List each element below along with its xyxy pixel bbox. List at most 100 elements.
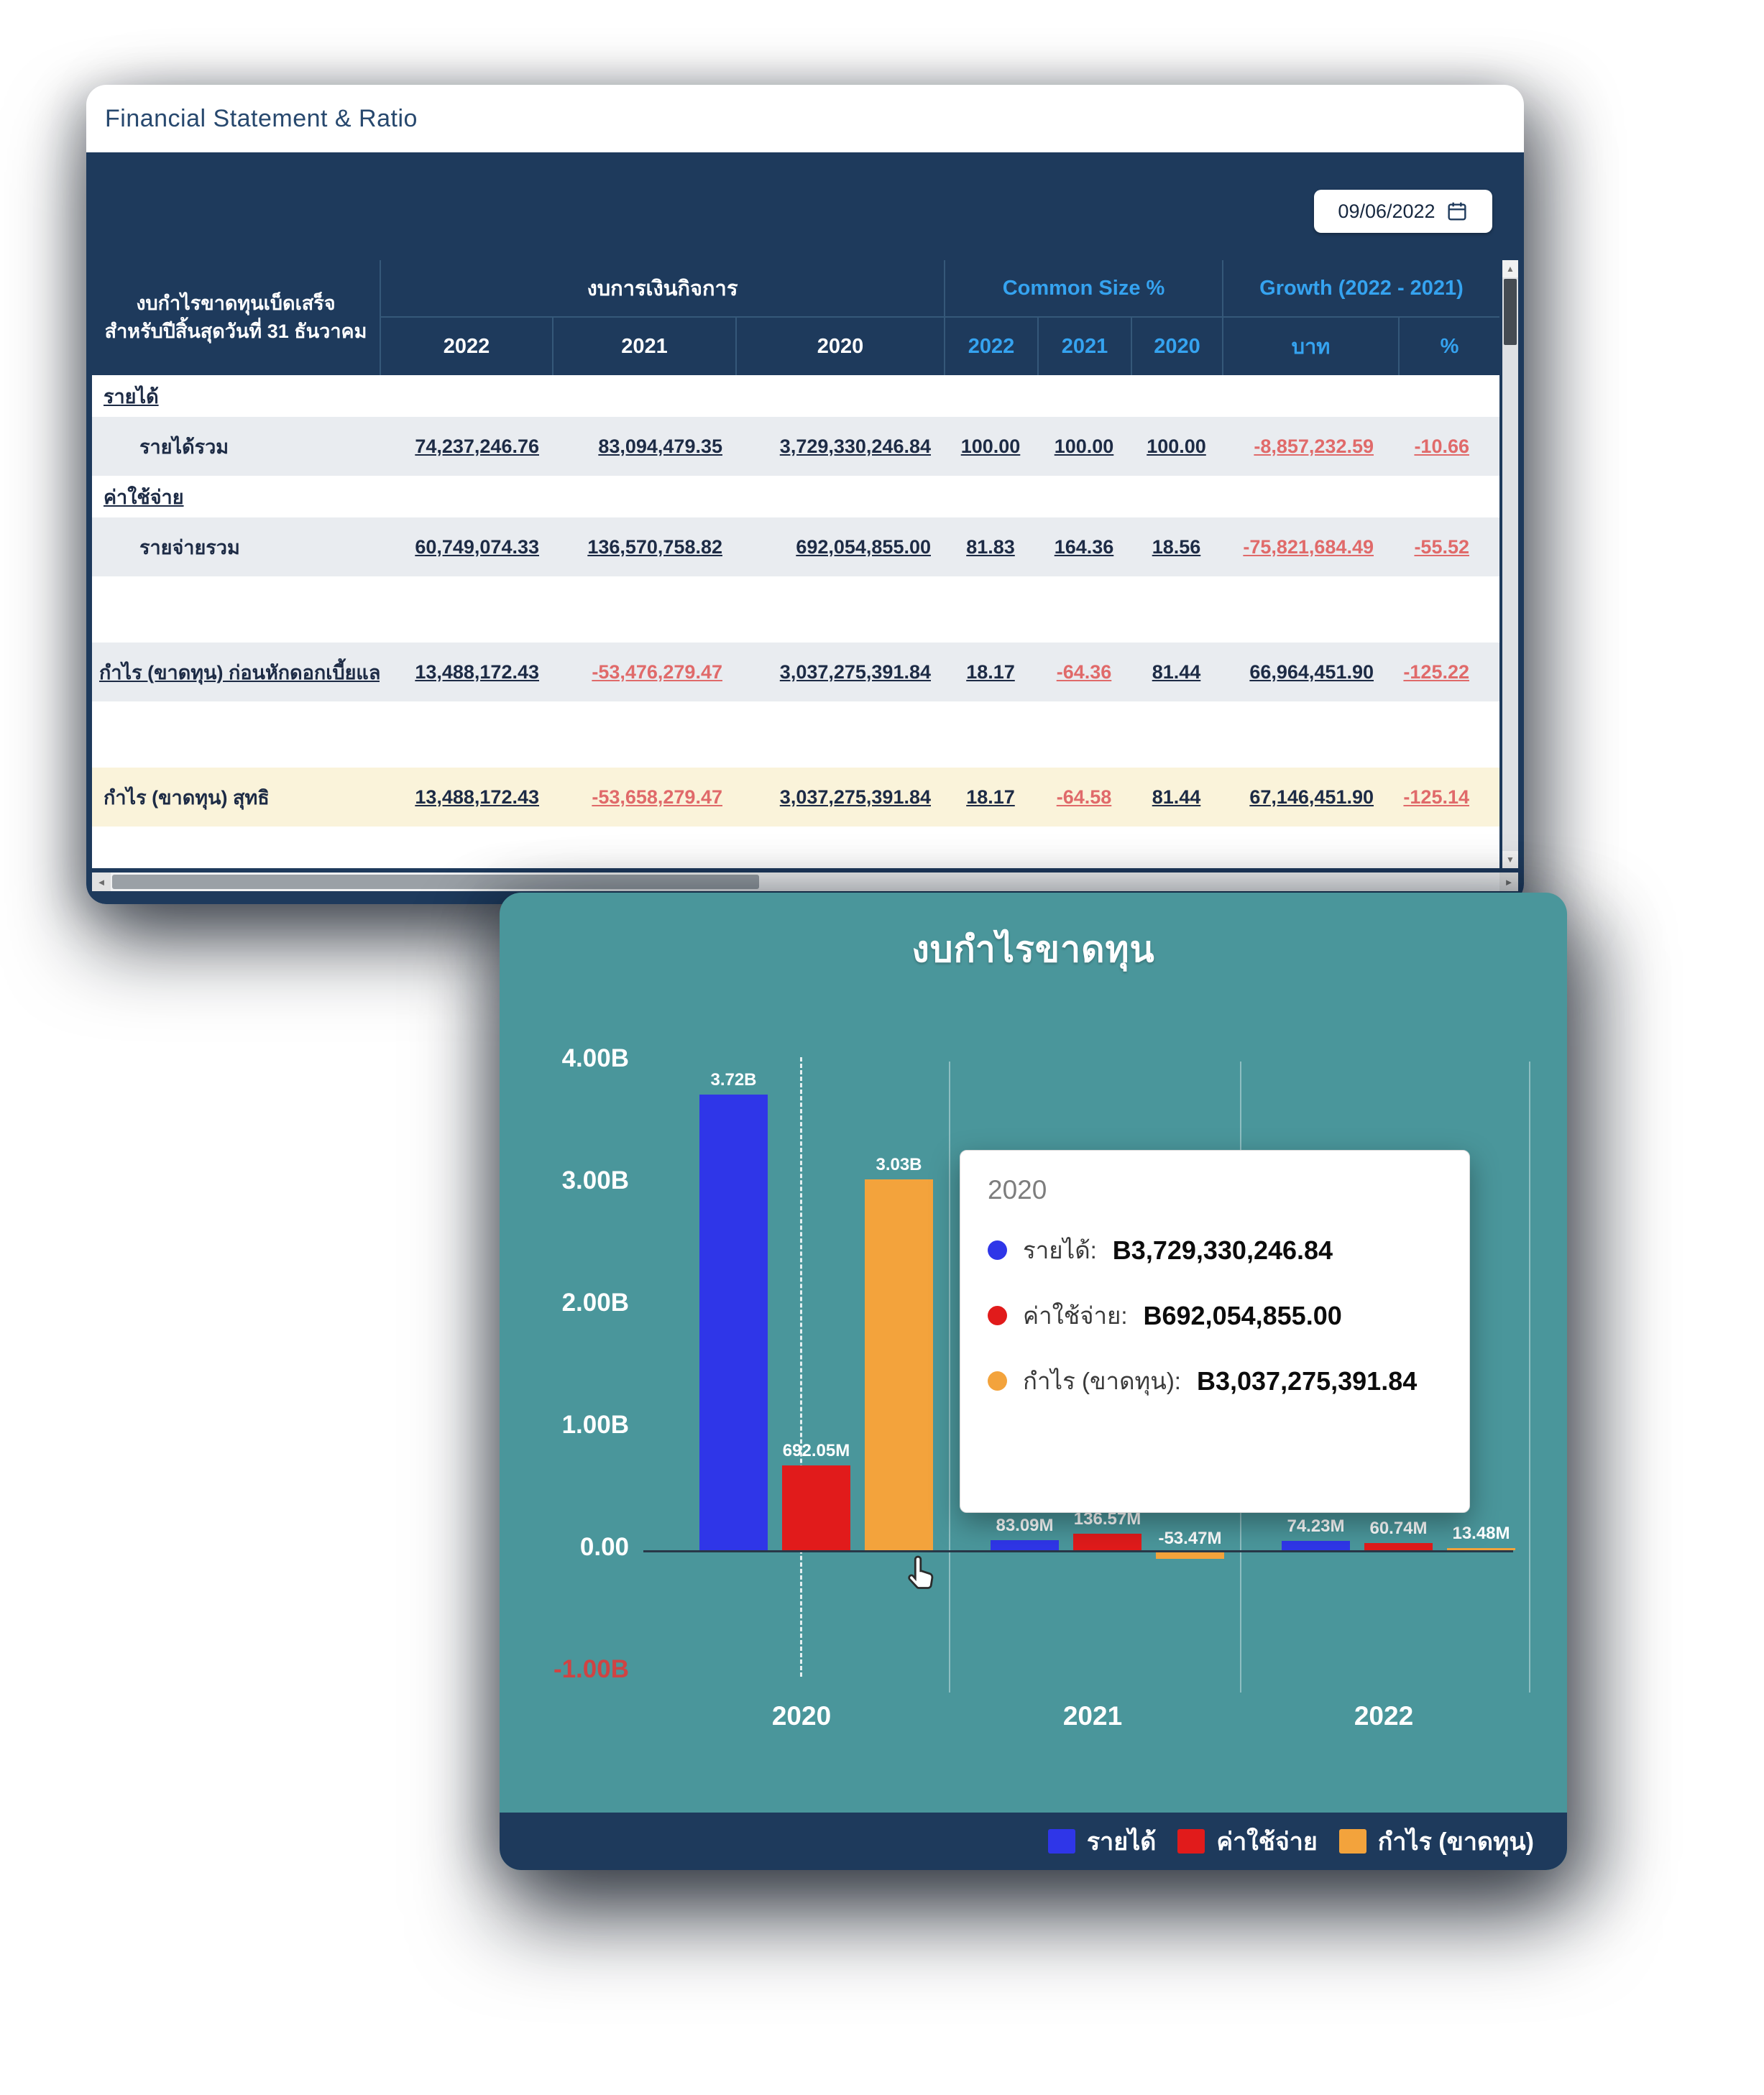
value-link[interactable]: -64.36 — [1056, 660, 1112, 683]
group-header-common-size: Common Size % — [944, 260, 1222, 318]
table-cell: -64.36 — [1037, 643, 1131, 701]
tooltip-value: B3,037,275,391.84 — [1196, 1366, 1418, 1396]
table-cell: 100.00 — [1131, 417, 1222, 476]
vertical-scrollbar[interactable]: ▲ ▼ — [1502, 260, 1518, 868]
table-cell — [944, 375, 1037, 417]
bar-value-label: 74.23M — [1287, 1516, 1345, 1536]
tooltip-label: กำไร (ขาดทุน): — [1023, 1368, 1181, 1394]
row-label — [92, 701, 380, 768]
value-link[interactable]: 18.56 — [1152, 535, 1201, 558]
table-cell: 100.00 — [1037, 417, 1131, 476]
value-link[interactable]: -53,476,279.47 — [592, 660, 722, 683]
table-cell — [944, 576, 1037, 643]
bar-2021-series0[interactable] — [991, 1540, 1059, 1550]
table-cell: 13,488,172.43 — [380, 643, 552, 701]
scroll-up-icon[interactable]: ▲ — [1502, 260, 1518, 277]
row-label[interactable]: กำไร (ขาดทุน) ก่อนหักดอกเบี้ยแล — [99, 661, 380, 683]
value-link[interactable]: -55.52 — [1414, 535, 1469, 558]
bar-2020-series1[interactable] — [782, 1465, 850, 1550]
value-link[interactable]: -75,821,684.49 — [1243, 535, 1374, 558]
table-cell: 66,964,451.90 — [1222, 643, 1398, 701]
value-link[interactable]: 81.44 — [1152, 660, 1201, 683]
value-link[interactable]: 81.83 — [966, 535, 1015, 558]
table-cell: -53,658,279.47 — [552, 768, 735, 827]
bar-2020-series0[interactable] — [699, 1095, 768, 1550]
value-link[interactable]: 66,964,451.90 — [1249, 660, 1374, 683]
value-link[interactable]: -8,857,232.59 — [1254, 435, 1374, 457]
group-header-growth: Growth (2022 - 2021) — [1222, 260, 1499, 318]
scroll-down-icon[interactable]: ▼ — [1502, 851, 1518, 868]
table-cell: -55.52 — [1398, 517, 1499, 576]
bar-2021-series2[interactable] — [1156, 1552, 1224, 1559]
horizontal-scrollbar[interactable]: ◄ ► — [92, 872, 1518, 891]
bar-2022-series0[interactable] — [1282, 1541, 1350, 1550]
vertical-scrollbar-thumb[interactable] — [1504, 279, 1517, 345]
bar-2020-series2[interactable] — [865, 1179, 933, 1550]
value-link[interactable]: 13,488,172.43 — [415, 786, 539, 808]
table-row — [92, 701, 1499, 768]
value-link[interactable]: 692,054,855.00 — [796, 535, 931, 558]
table-cell — [1222, 375, 1398, 417]
value-link[interactable]: 3,729,330,246.84 — [779, 435, 931, 457]
value-link[interactable]: 13,488,172.43 — [415, 660, 539, 683]
table-row: ค่าใช้จ่าย — [92, 476, 1499, 517]
scroll-right-icon[interactable]: ► — [1499, 872, 1518, 891]
legend-label: ค่าใช้จ่าย — [1216, 1828, 1318, 1856]
col-header-baht: บาท — [1222, 318, 1398, 375]
table-cell — [735, 375, 944, 417]
value-link[interactable]: 81.44 — [1152, 786, 1201, 808]
value-link[interactable]: 83,094,479.35 — [598, 435, 722, 457]
calendar-icon[interactable] — [1446, 200, 1469, 223]
value-link[interactable]: 100.00 — [960, 435, 1021, 457]
bar-2022-series2[interactable] — [1447, 1548, 1515, 1550]
value-link[interactable]: 74,237,246.76 — [415, 435, 539, 457]
value-link[interactable]: 3,037,275,391.84 — [779, 786, 931, 808]
table-cell: 100.00 — [944, 417, 1037, 476]
bar-2021-series1[interactable] — [1073, 1534, 1141, 1550]
financial-table: งบกำไรขาดทุนเบ็ดเสร็จ สำหรับปีสิ้นสุดวัน… — [92, 260, 1499, 868]
chart-title: งบกำไรขาดทุน — [911, 929, 1155, 970]
table-row: กำไร (ขาดทุน) ก่อนหักดอกเบี้ยแล 13,488,17… — [92, 643, 1499, 701]
legend-item[interactable]: ค่าใช้จ่าย — [1177, 1822, 1318, 1861]
horizontal-scrollbar-thumb[interactable] — [112, 875, 759, 889]
group-header-statement: งบการเงินกิจการ — [380, 260, 944, 318]
table-cell — [552, 476, 735, 517]
value-link[interactable]: -125.14 — [1403, 786, 1469, 808]
table-cell — [735, 576, 944, 643]
value-link[interactable]: 67,146,451.90 — [1249, 786, 1374, 808]
plot-area: 3.72B 692.05M 3.03B 83.09M 136.57M -53.47M 74.… — [643, 1057, 1530, 1693]
value-link[interactable]: 3,037,275,391.84 — [779, 660, 931, 683]
chart-legend: รายได้ ค่าใช้จ่าย กำไร (ขาดทุน) — [500, 1813, 1567, 1870]
row-label[interactable]: ค่าใช้จ่าย — [104, 486, 184, 508]
table-cell — [1398, 576, 1499, 643]
value-link[interactable]: -125.22 — [1403, 660, 1469, 683]
date-picker[interactable]: 09/06/2022 — [1314, 190, 1492, 233]
table-cell — [1131, 375, 1222, 417]
table-cell — [944, 476, 1037, 517]
value-link[interactable]: -53,658,279.47 — [592, 786, 722, 808]
value-link[interactable]: 100.00 — [1147, 435, 1206, 457]
value-link[interactable]: 100.00 — [1054, 435, 1114, 457]
legend-label: กำไร (ขาดทุน) — [1377, 1828, 1534, 1856]
x-axis-label: 2020 — [771, 1701, 832, 1731]
legend-item[interactable]: รายได้ — [1047, 1822, 1156, 1861]
y-axis-tick: 3.00B — [561, 1166, 629, 1194]
value-link[interactable]: -64.58 — [1056, 786, 1112, 808]
value-link[interactable]: 60,749,074.33 — [415, 535, 539, 558]
value-link[interactable]: 164.36 — [1054, 535, 1114, 558]
bar-value-label: 13.48M — [1452, 1524, 1510, 1543]
value-link[interactable]: 18.17 — [966, 786, 1015, 808]
col-header-2020: 2020 — [735, 318, 944, 375]
y-axis-tick: 0.00 — [579, 1533, 629, 1561]
table-cell: -75,821,684.49 — [1222, 517, 1398, 576]
row-label[interactable]: รายได้ — [104, 385, 159, 408]
value-link[interactable]: -10.66 — [1414, 435, 1469, 457]
scroll-left-icon[interactable]: ◄ — [92, 872, 111, 891]
col-header-cs-2021: 2021 — [1037, 318, 1131, 375]
table-cell — [1037, 576, 1131, 643]
value-link[interactable]: 136,570,758.82 — [587, 535, 722, 558]
table-row — [92, 576, 1499, 643]
value-link[interactable]: 18.17 — [966, 660, 1015, 683]
legend-item[interactable]: กำไร (ขาดทุน) — [1338, 1822, 1534, 1861]
bar-2022-series1[interactable] — [1364, 1543, 1433, 1550]
